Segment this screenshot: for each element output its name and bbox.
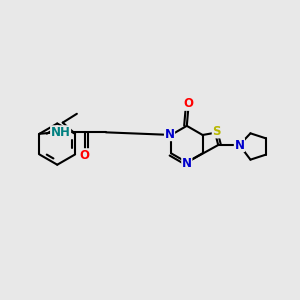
Text: S: S bbox=[212, 125, 221, 138]
Text: N: N bbox=[234, 139, 244, 152]
Text: O: O bbox=[80, 149, 90, 162]
Text: O: O bbox=[183, 97, 193, 110]
Text: NH: NH bbox=[51, 126, 70, 139]
Text: N: N bbox=[182, 157, 192, 170]
Text: N: N bbox=[164, 128, 175, 141]
